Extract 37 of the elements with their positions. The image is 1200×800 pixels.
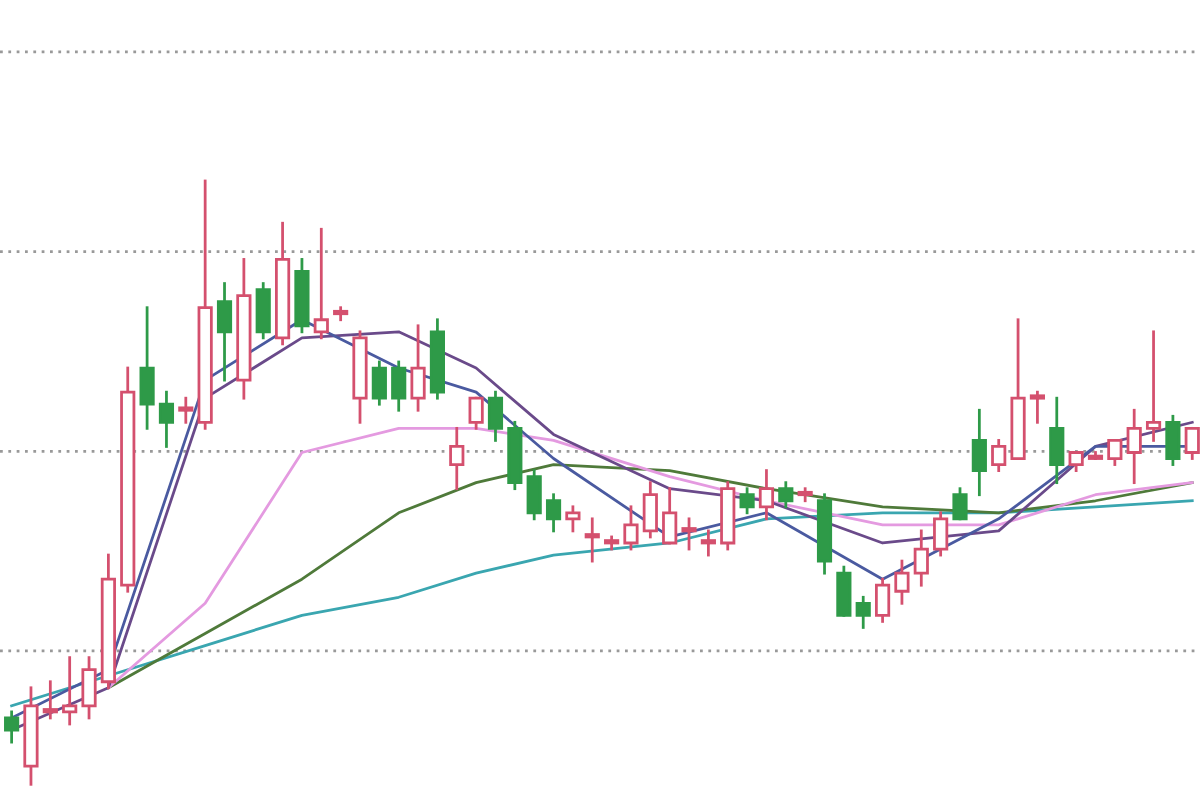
candlestick <box>429 318 445 400</box>
candlestick <box>120 366 136 593</box>
candlestick <box>526 469 542 521</box>
candlestick <box>216 282 233 382</box>
candlestick <box>507 420 523 491</box>
candlestick <box>855 595 871 629</box>
candlestick <box>971 408 987 497</box>
candlestick <box>875 577 891 623</box>
candlestick <box>42 680 58 720</box>
candlestick <box>62 656 78 726</box>
candlestick <box>197 179 213 430</box>
candlestick <box>1049 396 1065 485</box>
candlestick <box>720 481 736 551</box>
candlestick <box>778 481 794 509</box>
candlestick <box>758 469 775 521</box>
candlestick <box>391 360 407 412</box>
candlestick <box>449 426 465 491</box>
candlestick <box>933 511 949 557</box>
candlestick <box>236 258 252 400</box>
candlestick <box>584 517 600 563</box>
candlestick <box>1145 330 1162 442</box>
candlestick <box>371 360 387 406</box>
candlestick <box>642 481 658 539</box>
candlestick <box>158 390 175 448</box>
candlestick <box>1126 408 1142 485</box>
candlestick <box>255 282 271 340</box>
candlestick <box>100 553 116 690</box>
candlestick <box>487 390 504 442</box>
candlestick <box>313 227 329 340</box>
candlestick <box>139 306 155 430</box>
candlestick <box>816 493 833 575</box>
candlestick <box>275 221 291 346</box>
candlestick <box>913 529 929 587</box>
candlestick <box>23 686 39 786</box>
candlestick <box>545 493 562 533</box>
candlestick <box>4 710 20 744</box>
candlestick <box>991 439 1007 472</box>
